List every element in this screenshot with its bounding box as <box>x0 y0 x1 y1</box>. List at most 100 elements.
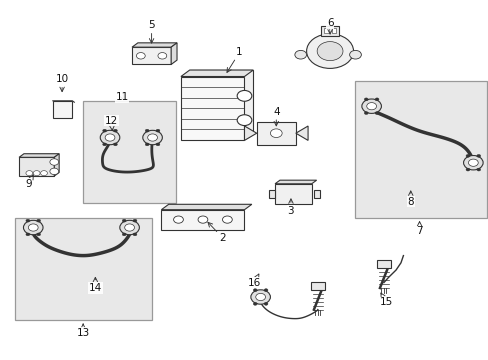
Polygon shape <box>295 126 307 140</box>
Bar <box>19 157 54 176</box>
Text: 13: 13 <box>76 324 90 338</box>
Bar <box>313 190 319 198</box>
Circle shape <box>158 53 166 59</box>
Text: 9: 9 <box>25 175 33 189</box>
Circle shape <box>264 302 267 305</box>
Circle shape <box>136 53 145 59</box>
Bar <box>53 101 72 118</box>
Circle shape <box>465 154 469 157</box>
Text: 11: 11 <box>115 92 129 102</box>
Text: 10: 10 <box>56 74 68 91</box>
Circle shape <box>23 220 43 235</box>
Bar <box>331 28 336 33</box>
Polygon shape <box>54 154 59 176</box>
Circle shape <box>113 143 117 146</box>
Text: 6: 6 <box>326 18 333 34</box>
Circle shape <box>349 50 361 59</box>
Circle shape <box>113 129 117 132</box>
Bar <box>376 260 390 268</box>
Polygon shape <box>244 126 256 140</box>
Bar <box>310 282 325 290</box>
Circle shape <box>120 220 139 235</box>
Circle shape <box>28 224 38 231</box>
Circle shape <box>270 129 282 138</box>
Circle shape <box>26 219 30 222</box>
Polygon shape <box>132 43 177 47</box>
Circle shape <box>222 216 232 223</box>
Bar <box>323 28 328 33</box>
Polygon shape <box>181 70 253 77</box>
Bar <box>15 218 151 320</box>
Circle shape <box>133 219 137 222</box>
Text: 4: 4 <box>272 107 279 126</box>
Circle shape <box>26 171 33 176</box>
Bar <box>132 47 171 64</box>
Circle shape <box>374 112 378 114</box>
Text: 1: 1 <box>226 47 243 72</box>
Polygon shape <box>19 154 59 157</box>
Circle shape <box>366 103 376 110</box>
Circle shape <box>361 99 381 113</box>
Circle shape <box>468 159 477 166</box>
Circle shape <box>122 233 126 236</box>
Text: 12: 12 <box>104 116 118 130</box>
Polygon shape <box>171 43 177 64</box>
Circle shape <box>306 34 353 68</box>
Circle shape <box>317 42 342 60</box>
Circle shape <box>198 216 207 223</box>
Circle shape <box>173 216 183 223</box>
Bar <box>161 210 244 230</box>
Text: 8: 8 <box>407 191 413 207</box>
Circle shape <box>237 115 251 126</box>
Circle shape <box>147 134 157 141</box>
Circle shape <box>100 130 120 145</box>
Text: 2: 2 <box>207 222 225 243</box>
Text: 16: 16 <box>247 274 261 288</box>
Text: 7: 7 <box>415 222 422 236</box>
Circle shape <box>133 233 137 236</box>
Circle shape <box>122 219 126 222</box>
Bar <box>268 190 274 198</box>
Text: 5: 5 <box>148 20 155 43</box>
Circle shape <box>255 293 265 301</box>
Circle shape <box>102 129 106 132</box>
Circle shape <box>124 224 134 231</box>
Polygon shape <box>161 204 251 210</box>
Bar <box>320 26 339 36</box>
Circle shape <box>156 129 160 132</box>
Circle shape <box>364 98 367 101</box>
Circle shape <box>41 171 47 176</box>
Circle shape <box>26 233 30 236</box>
Polygon shape <box>189 70 253 133</box>
Circle shape <box>102 143 106 146</box>
Circle shape <box>105 134 115 141</box>
Bar <box>354 81 486 218</box>
Circle shape <box>250 290 270 304</box>
Text: 14: 14 <box>88 278 102 293</box>
Circle shape <box>50 168 59 175</box>
Polygon shape <box>274 180 316 184</box>
Circle shape <box>50 159 59 165</box>
Circle shape <box>264 289 267 292</box>
Circle shape <box>145 129 149 132</box>
Text: 3: 3 <box>287 199 294 216</box>
Circle shape <box>476 154 480 157</box>
Circle shape <box>374 98 378 101</box>
Circle shape <box>33 171 40 176</box>
Circle shape <box>253 302 257 305</box>
Circle shape <box>294 50 306 59</box>
Circle shape <box>465 168 469 171</box>
Circle shape <box>476 168 480 171</box>
Bar <box>181 77 244 140</box>
Circle shape <box>237 90 251 101</box>
Circle shape <box>145 143 149 146</box>
Circle shape <box>463 156 482 170</box>
Bar <box>256 122 295 145</box>
Polygon shape <box>274 184 311 204</box>
Circle shape <box>364 112 367 114</box>
Circle shape <box>253 289 257 292</box>
Circle shape <box>156 143 160 146</box>
Circle shape <box>37 233 41 236</box>
Circle shape <box>142 130 162 145</box>
Bar <box>83 101 176 203</box>
